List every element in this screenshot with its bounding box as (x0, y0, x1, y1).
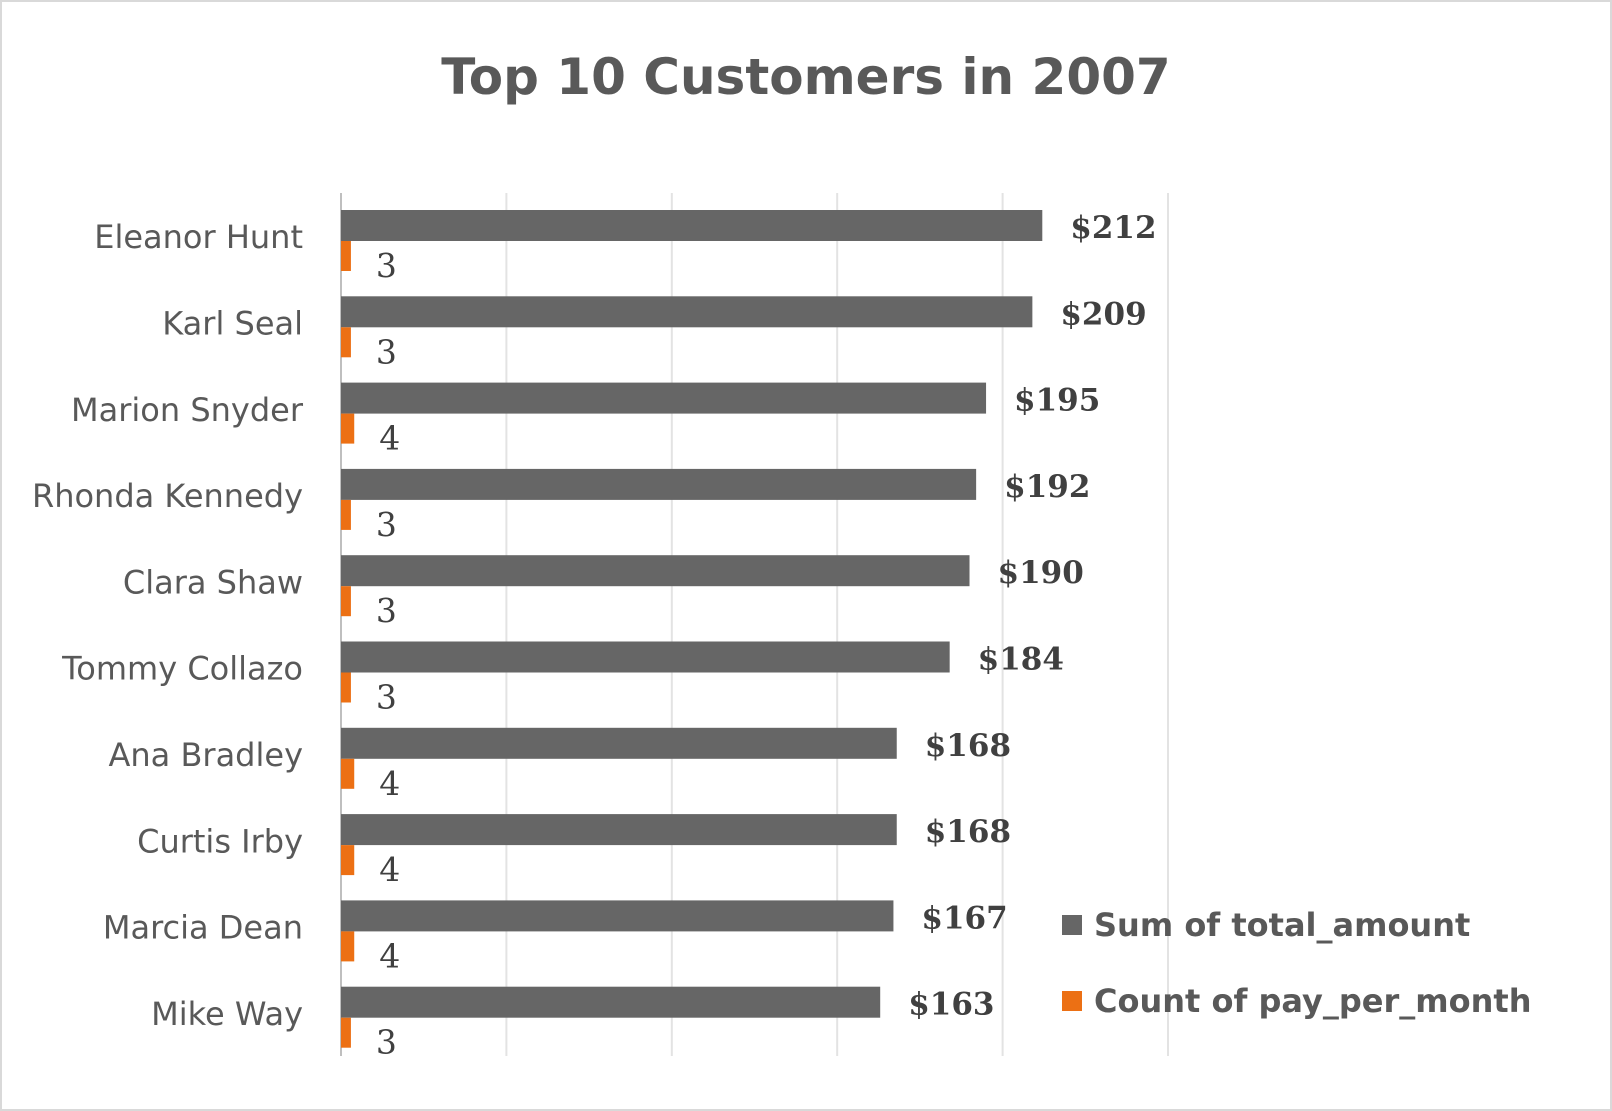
data-labels: $212 3 $209 3 $195 4 $192 3 $190 3 $184 3 $168 4 $168 4… (376, 210, 1157, 1062)
data-label-count-pay-per-month: 3 (376, 591, 397, 630)
bar-sum-total-amount (341, 296, 1033, 328)
data-label-sum-total-amount: $190 (998, 555, 1084, 591)
category-label: Mike Way (151, 995, 303, 1033)
data-label-count-pay-per-month: 3 (376, 1023, 397, 1062)
bar-sum-total-amount (341, 814, 897, 846)
legend: Sum of total_amount Count of pay_per_mon… (1062, 906, 1531, 1058)
data-label-sum-total-amount: $212 (1070, 210, 1156, 246)
data-label-sum-total-amount: $168 (925, 728, 1011, 764)
category-label: Curtis Irby (137, 822, 303, 860)
bar-count-pay-per-month (341, 931, 355, 962)
legend-label-count-pay-per-month: Count of pay_per_month (1094, 982, 1532, 1020)
bar-sum-total-amount (341, 641, 950, 673)
data-label-count-pay-per-month: 4 (379, 850, 400, 889)
data-label-sum-total-amount: $209 (1060, 296, 1146, 332)
bar-count-pay-per-month (341, 499, 351, 530)
data-label-sum-total-amount: $192 (1004, 469, 1090, 505)
bar-sum-total-amount (341, 727, 897, 759)
data-label-sum-total-amount: $184 (978, 642, 1064, 678)
category-label: Marion Snyder (71, 391, 304, 429)
data-label-sum-total-amount: $163 (908, 987, 994, 1023)
data-label-count-pay-per-month: 3 (376, 246, 397, 285)
bar-sum-total-amount (341, 382, 987, 414)
data-label-count-pay-per-month: 3 (376, 332, 397, 371)
bars (341, 210, 1043, 1048)
category-label: Marcia Dean (103, 909, 303, 947)
category-label: Tommy Collazo (61, 650, 303, 688)
bar-count-pay-per-month (341, 241, 351, 271)
legend-item-count-pay-per-month: Count of pay_per_month (1062, 982, 1531, 1020)
bar-sum-total-amount (341, 555, 970, 587)
data-label-count-pay-per-month: 3 (376, 505, 397, 544)
category-labels: Eleanor Hunt Karl Seal Marion Snyder Rhonda… (32, 218, 304, 1033)
bar-count-pay-per-month (341, 586, 351, 617)
bar-sum-total-amount (341, 468, 977, 500)
bar-sum-total-amount (341, 900, 894, 932)
bar-count-pay-per-month (341, 672, 351, 703)
data-label-count-pay-per-month: 4 (379, 764, 400, 803)
legend-swatch-count-pay-per-month (1062, 991, 1082, 1011)
category-label: Eleanor Hunt (94, 218, 303, 256)
bar-count-pay-per-month (341, 845, 355, 876)
category-label: Ana Bradley (109, 736, 304, 774)
data-label-count-pay-per-month: 3 (376, 678, 397, 717)
legend-item-sum-total-amount: Sum of total_amount (1062, 906, 1531, 944)
legend-label-sum-total-amount: Sum of total_amount (1094, 906, 1471, 944)
bar-sum-total-amount (341, 210, 1043, 241)
bar-count-pay-per-month (341, 1017, 351, 1048)
bar-count-pay-per-month (341, 758, 355, 789)
data-label-sum-total-amount: $168 (925, 814, 1011, 850)
data-label-sum-total-amount: $195 (1014, 383, 1100, 419)
category-label: Clara Shaw (123, 563, 303, 601)
bar-sum-total-amount (341, 986, 881, 1018)
bar-count-pay-per-month (341, 327, 351, 358)
category-label: Rhonda Kennedy (32, 477, 303, 515)
data-label-count-pay-per-month: 4 (379, 419, 400, 458)
legend-swatch-sum-total-amount (1062, 915, 1082, 935)
chart-title: Top 10 Customers in 2007 (441, 48, 1171, 106)
category-label: Karl Seal (162, 304, 303, 342)
data-label-count-pay-per-month: 4 (379, 936, 400, 975)
bar-count-pay-per-month (341, 413, 355, 444)
data-label-sum-total-amount: $167 (921, 900, 1007, 936)
